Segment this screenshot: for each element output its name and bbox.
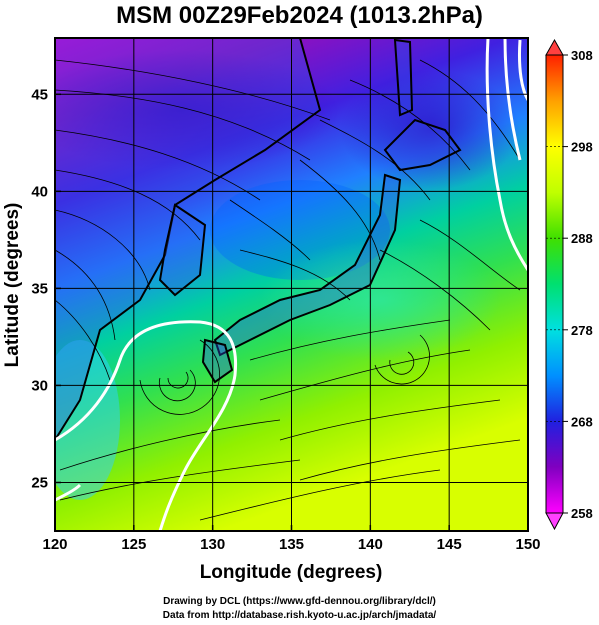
credit-drawing: Drawing by DCL (https://www.gfd-dennou.o… xyxy=(163,596,436,607)
y-tick-label: 35 xyxy=(31,280,48,297)
x-tick-label: 120 xyxy=(42,536,67,553)
colorbar-label: 288 xyxy=(571,231,593,246)
korea-peninsula xyxy=(158,203,207,297)
y-tick-label: 40 xyxy=(31,183,48,200)
land-masses xyxy=(55,38,462,442)
wind-streamlines xyxy=(55,59,521,521)
colorbar-ticks: 308 298 288 278 268 258 xyxy=(546,48,593,521)
credit-data: Data from http://database.rish.kyoto-u.a… xyxy=(162,610,437,621)
colorbar-label: 278 xyxy=(571,323,593,338)
colorbar-label: 268 xyxy=(571,414,593,429)
colorbar-label: 298 xyxy=(571,140,593,155)
colorbar-label: 308 xyxy=(571,48,593,63)
map-title: MSM 00Z29Feb2024 (1013.2hPa) xyxy=(116,2,483,29)
y-tick-label: 45 xyxy=(31,86,48,103)
x-tick-label: 130 xyxy=(200,536,225,553)
y-tick-label: 30 xyxy=(31,377,48,394)
x-tick-label: 145 xyxy=(437,536,462,553)
x-axis-label: Longitude (degrees) xyxy=(200,562,383,583)
x-tick-label: 140 xyxy=(358,536,383,553)
colorbar-bottom-triangle xyxy=(545,512,564,531)
map-gridlines xyxy=(55,38,528,531)
colorbar-top-triangle xyxy=(545,38,564,56)
hokkaido xyxy=(383,118,462,172)
isobar-contours xyxy=(55,38,528,531)
y-ticks: 25 30 35 40 45 xyxy=(31,86,61,491)
honshu xyxy=(213,173,402,357)
colorbar-label: 258 xyxy=(571,506,593,521)
x-tick-label: 150 xyxy=(515,536,540,553)
colorbar: 308 298 288 278 268 258 xyxy=(545,38,593,531)
x-ticks: 120 125 130 135 140 145 150 xyxy=(42,525,541,553)
y-tick-label: 25 xyxy=(31,474,48,491)
sakhalin xyxy=(393,38,414,117)
colorbar-body xyxy=(545,54,564,514)
x-tick-label: 135 xyxy=(279,536,304,553)
x-tick-label: 125 xyxy=(121,536,146,553)
y-axis-label: Latitude (degrees) xyxy=(2,203,23,368)
